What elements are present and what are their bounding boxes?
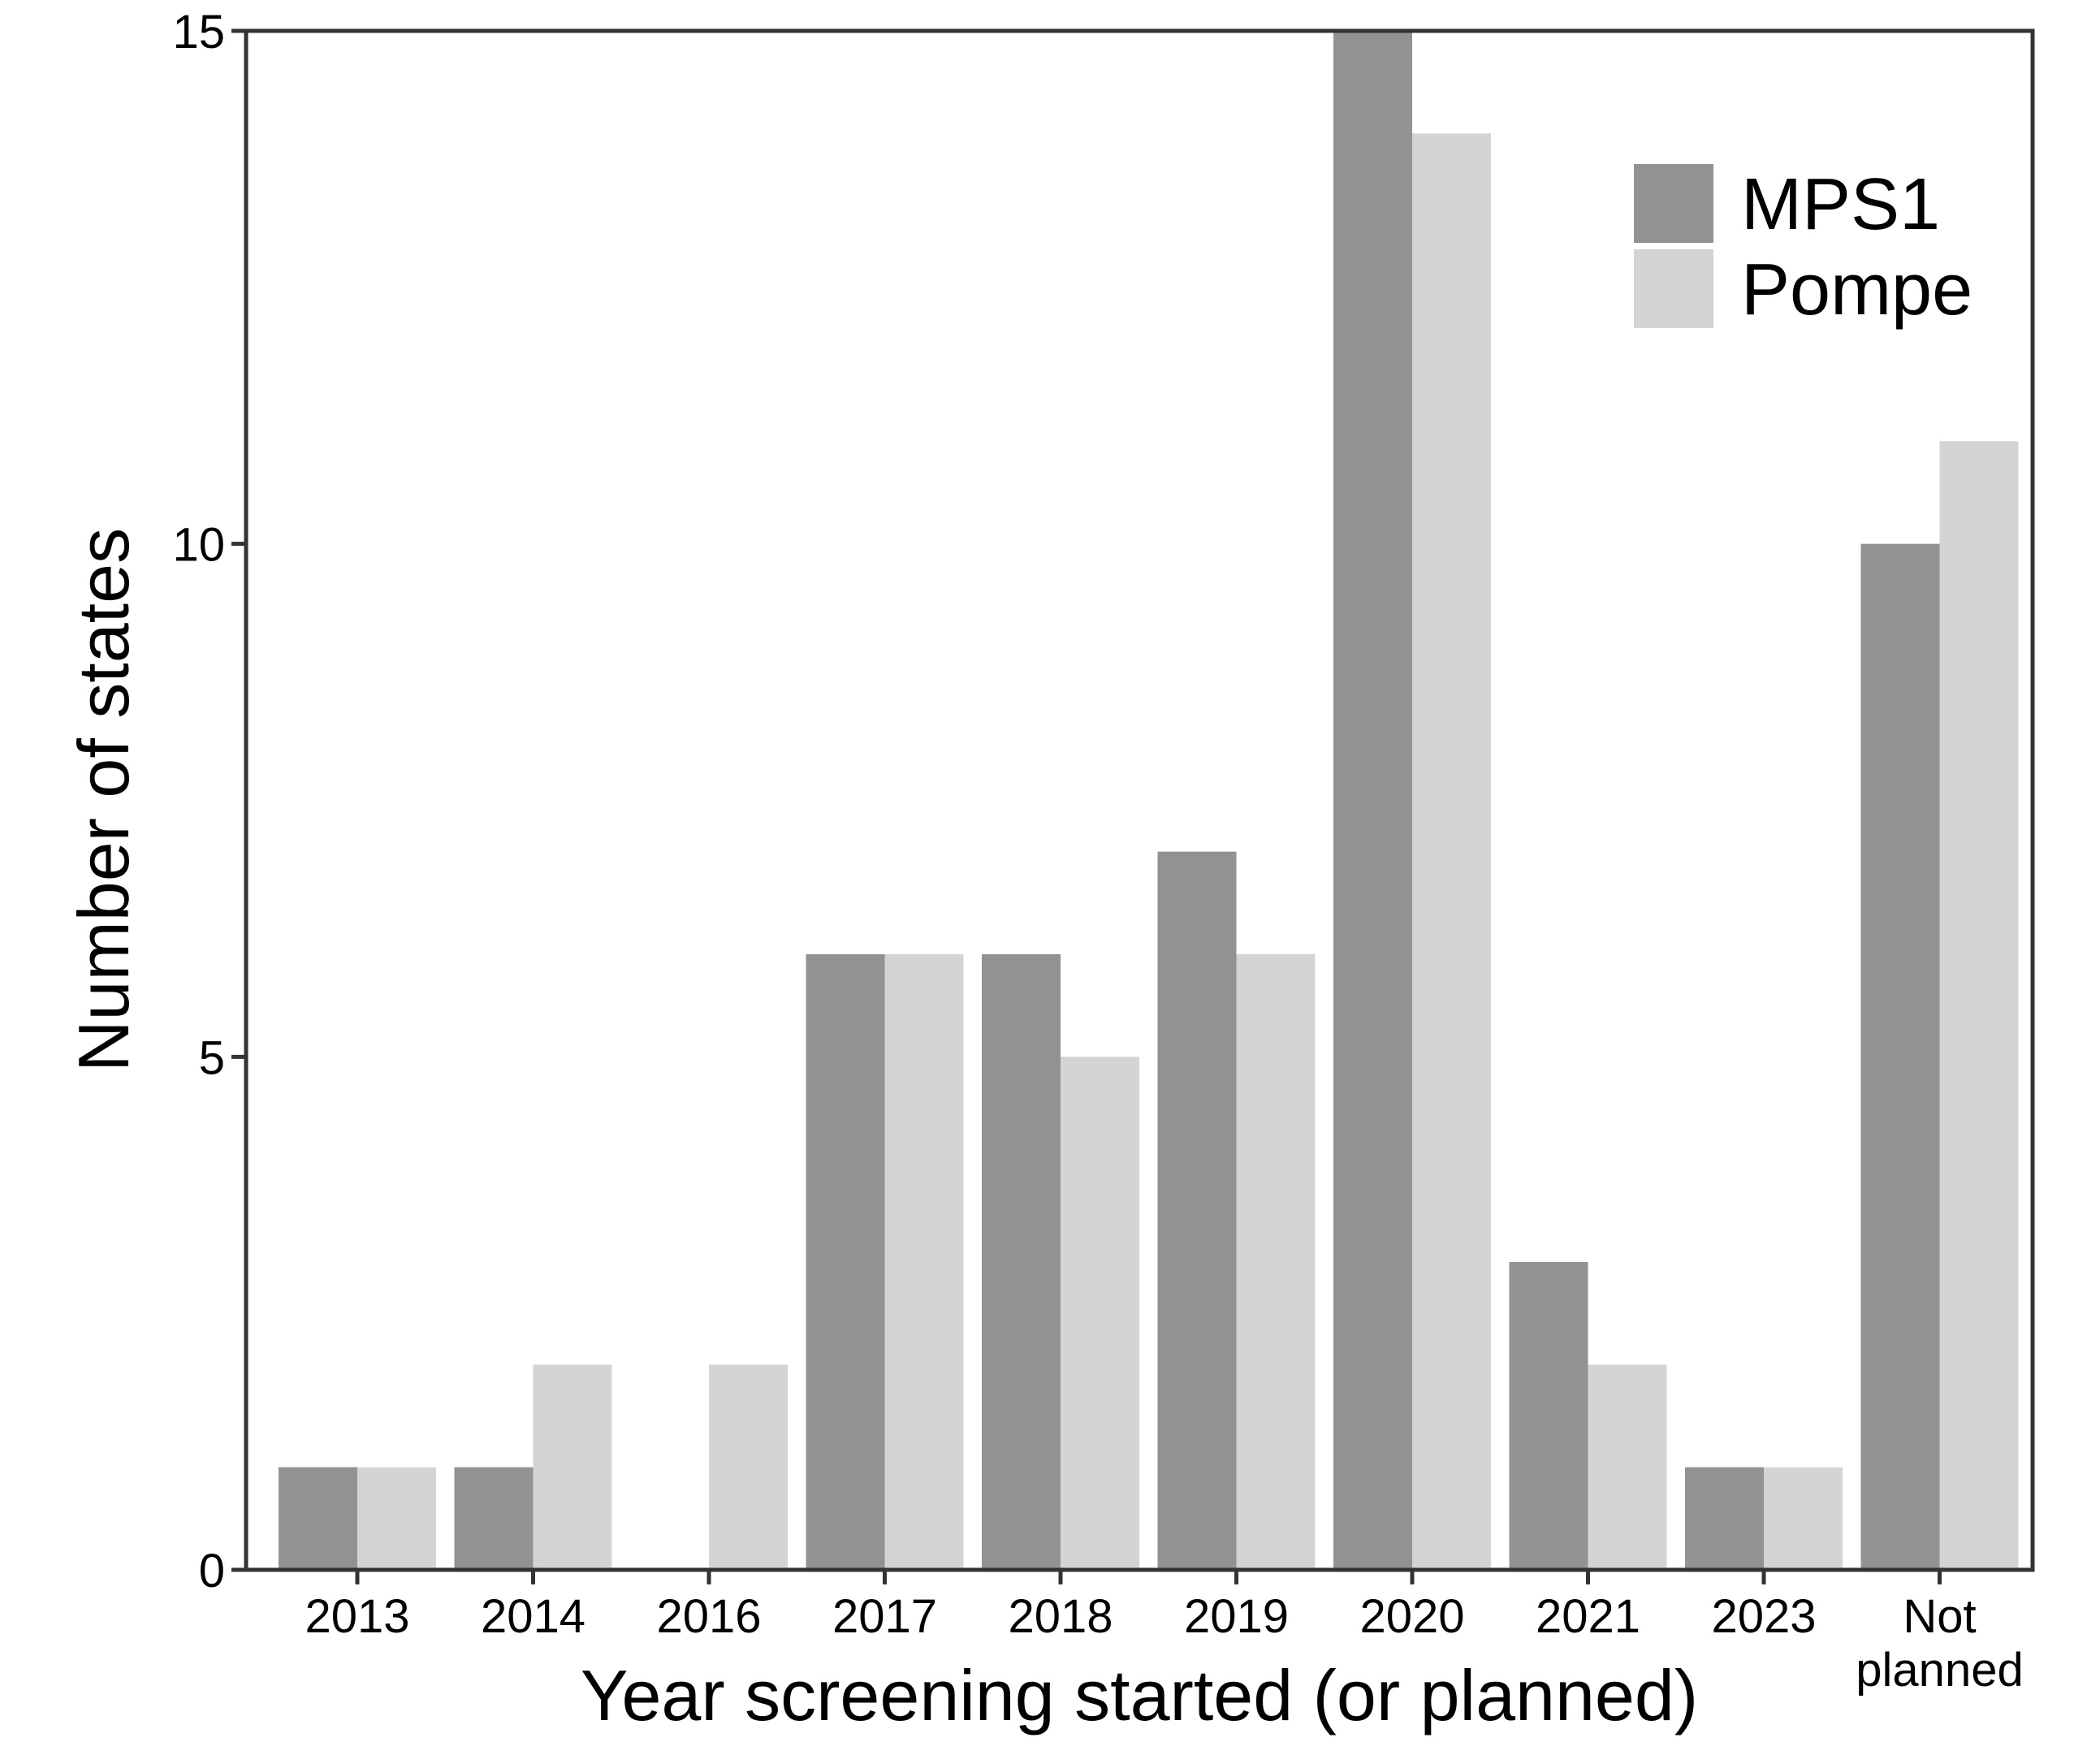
- x-tick-label: 2017: [832, 1590, 937, 1643]
- x-tick-label: Not planned: [1856, 1590, 2023, 1697]
- legend-label-mps1: MPS1: [1741, 164, 1940, 245]
- bar-mps1-2019: [1157, 851, 1237, 1570]
- legend-swatch-mps1: [1634, 164, 1713, 243]
- x-tick-label: 2021: [1536, 1590, 1640, 1643]
- bar-pompe-2020: [1412, 133, 1491, 1570]
- x-tick-label: 2013: [305, 1590, 409, 1643]
- bar-pompe-2021: [1588, 1364, 1667, 1570]
- bar-pompe-2017: [884, 954, 964, 1570]
- x-tick-label: 2016: [656, 1590, 761, 1643]
- x-tick-label: 2019: [1184, 1590, 1289, 1643]
- y-tick-label: 15: [172, 6, 225, 58]
- y-axis-title: Number of states: [63, 528, 144, 1072]
- legend-swatch-pompe: [1634, 249, 1713, 328]
- x-tick-label: 2018: [1008, 1590, 1113, 1643]
- bar-mps1-2014: [454, 1467, 534, 1570]
- y-tick-label: 0: [199, 1545, 225, 1597]
- bar-mps1-2020: [1333, 31, 1412, 1570]
- x-tick-label: 2014: [481, 1590, 585, 1643]
- bar-pompe-2018: [1061, 1057, 1139, 1570]
- x-tick-label: 2023: [1711, 1590, 1816, 1643]
- x-tick-label: 2020: [1359, 1590, 1464, 1643]
- bar-mps1-2021: [1509, 1262, 1588, 1570]
- plot-frame: [244, 28, 2035, 1572]
- bar-pompe-not-planned: [1939, 441, 2019, 1571]
- bar-mps1-2017: [806, 954, 885, 1570]
- legend-label-pompe: Pompe: [1741, 249, 1973, 331]
- bar-mps1-2018: [982, 954, 1061, 1570]
- bar-pompe-2014: [533, 1364, 612, 1570]
- bar-mps1-2023: [1685, 1467, 1764, 1570]
- y-tick-label: 10: [172, 519, 225, 572]
- y-axis: 0 5 10 15: [172, 6, 246, 1597]
- bar-pompe-2016: [709, 1364, 788, 1570]
- bar-mps1-not-planned: [1860, 543, 1940, 1570]
- bar-mps1-2013: [279, 1467, 357, 1570]
- bar-pompe-2023: [1764, 1467, 1843, 1570]
- bar-pompe-2019: [1236, 954, 1316, 1570]
- bars-group: [279, 31, 2019, 1571]
- y-tick-label: 5: [199, 1031, 225, 1084]
- x-axis: 2013 2014 2016 2017 2018 2019 2020 2021 2023 Not p…: [305, 1570, 2024, 1697]
- bar-pompe-2013: [357, 1467, 436, 1570]
- x-axis-title: Year screening started (or planned): [581, 1655, 1698, 1736]
